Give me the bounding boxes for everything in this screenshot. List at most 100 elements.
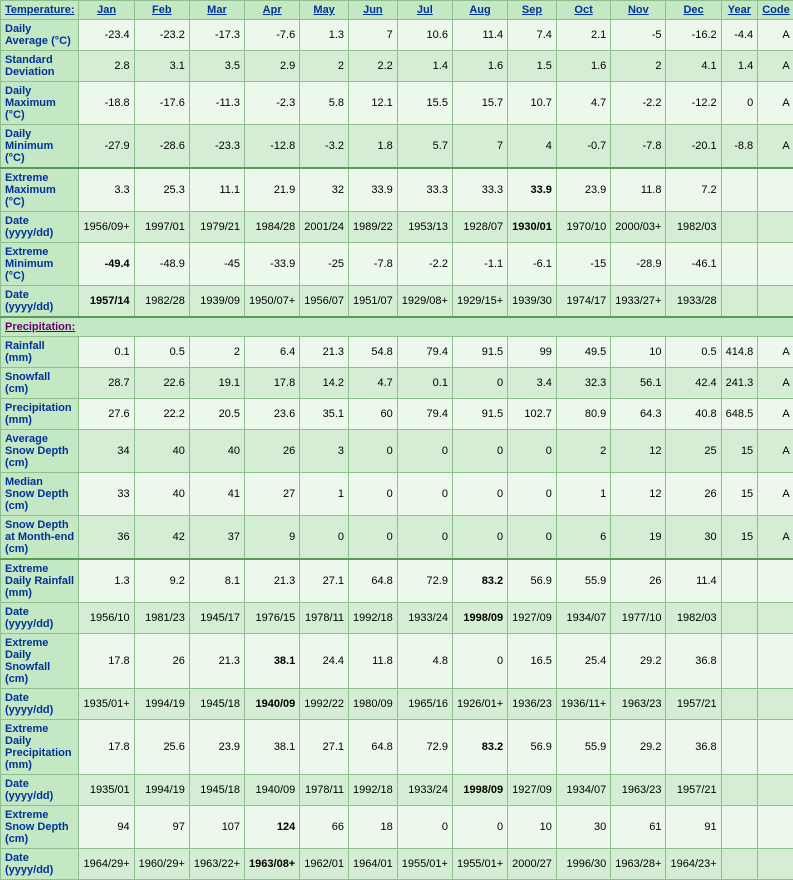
value-cell: 10	[508, 806, 557, 849]
value-cell: 55.9	[556, 559, 610, 603]
value-cell: 1.4	[721, 51, 758, 82]
value-cell: 3.3	[79, 168, 134, 212]
value-cell: 38.1	[245, 720, 300, 775]
value-cell: 56.1	[611, 368, 666, 399]
row-label-cell: Snow Depth at Month-end (cm)	[1, 516, 79, 560]
value-cell: 9.2	[134, 559, 189, 603]
value-cell	[721, 720, 758, 775]
col-header-feb[interactable]: Feb	[134, 1, 189, 20]
value-cell: 1936/11+	[556, 689, 610, 720]
col-header-dec[interactable]: Dec	[666, 1, 721, 20]
value-cell: 0	[397, 430, 452, 473]
col-header-code[interactable]: Code	[758, 1, 793, 20]
value-cell: 34	[79, 430, 134, 473]
value-cell	[758, 849, 793, 880]
value-cell: 0	[452, 473, 507, 516]
value-cell: 19	[611, 516, 666, 560]
value-cell: 0	[452, 634, 507, 689]
value-cell: 1945/18	[189, 689, 244, 720]
value-cell: -12.2	[666, 82, 721, 125]
col-header-sep[interactable]: Sep	[508, 1, 557, 20]
col-header-may[interactable]: May	[300, 1, 349, 20]
value-cell: 0	[397, 473, 452, 516]
value-cell: 0	[452, 516, 507, 560]
value-cell: 1945/17	[189, 603, 244, 634]
col-header-link[interactable]: Feb	[152, 4, 172, 16]
col-header-link[interactable]: Jan	[97, 4, 116, 16]
value-cell: 26	[611, 559, 666, 603]
value-cell: 99	[508, 337, 557, 368]
value-cell: 1929/15+	[452, 286, 507, 318]
data-row: Date (yyyy/dd)1935/01+1994/191945/181940…	[1, 689, 793, 720]
value-cell: 1980/09	[349, 689, 398, 720]
value-cell: 2	[556, 430, 610, 473]
value-cell: 19.1	[189, 368, 244, 399]
value-cell: 1.4	[397, 51, 452, 82]
value-cell: 1965/16	[397, 689, 452, 720]
col-header-apr[interactable]: Apr	[245, 1, 300, 20]
value-cell: -25	[300, 243, 349, 286]
value-cell: -20.1	[666, 125, 721, 169]
row-label-cell: Standard Deviation	[1, 51, 79, 82]
temperature-section-link[interactable]: Temperature:	[5, 4, 74, 16]
col-header-link[interactable]: Jul	[417, 4, 433, 16]
value-cell: 7	[349, 20, 398, 51]
col-header-link[interactable]: Dec	[683, 4, 703, 16]
value-cell: 0	[452, 368, 507, 399]
value-cell: 1998/09	[452, 775, 507, 806]
value-cell: 0	[349, 516, 398, 560]
col-header-jul[interactable]: Jul	[397, 1, 452, 20]
col-header-link[interactable]: Sep	[522, 4, 542, 16]
row-label-cell: Date (yyyy/dd)	[1, 603, 79, 634]
value-cell: 30	[666, 516, 721, 560]
col-header-link[interactable]: Aug	[469, 4, 490, 16]
col-header-link[interactable]: Jun	[363, 4, 383, 16]
col-header-link[interactable]: Apr	[263, 4, 282, 16]
col-header-link[interactable]: Year	[728, 4, 751, 16]
col-header-link[interactable]: Mar	[207, 4, 227, 16]
value-cell: 1956/07	[300, 286, 349, 318]
value-cell: 2000/03+	[611, 212, 666, 243]
value-cell: 26	[134, 634, 189, 689]
value-cell: -11.3	[189, 82, 244, 125]
value-cell: 80.9	[556, 399, 610, 430]
value-cell: 11.4	[666, 559, 721, 603]
col-header-jan[interactable]: Jan	[79, 1, 134, 20]
value-cell: A	[758, 20, 793, 51]
value-cell: 3.5	[189, 51, 244, 82]
value-cell: -2.2	[611, 82, 666, 125]
col-header-link[interactable]: May	[313, 4, 334, 16]
value-cell: 72.9	[397, 559, 452, 603]
col-header-year[interactable]: Year	[721, 1, 758, 20]
data-row: Daily Maximum (°C)-18.8-17.6-11.3-2.35.8…	[1, 82, 793, 125]
row-label-cell: Date (yyyy/dd)	[1, 286, 79, 318]
value-cell: 1928/07	[452, 212, 507, 243]
value-cell: 1933/27+	[611, 286, 666, 318]
col-header-link[interactable]: Oct	[574, 4, 592, 16]
data-row: Date (yyyy/dd)1964/29+1960/29+1963/22+19…	[1, 849, 793, 880]
col-header-link[interactable]: Code	[762, 4, 790, 16]
col-header-aug[interactable]: Aug	[452, 1, 507, 20]
col-header-link[interactable]: Nov	[628, 4, 649, 16]
value-cell: 1989/22	[349, 212, 398, 243]
col-header-jun[interactable]: Jun	[349, 1, 398, 20]
value-cell: 1982/03	[666, 212, 721, 243]
value-cell: 25.3	[134, 168, 189, 212]
value-cell: 1994/19	[134, 775, 189, 806]
climate-data-table: Temperature: Jan Feb Mar Apr May Jun Jul Aug Sep O…	[0, 0, 793, 880]
value-cell: -48.9	[134, 243, 189, 286]
col-header-oct[interactable]: Oct	[556, 1, 610, 20]
data-row: Extreme Daily Rainfall (mm)1.39.28.121.3…	[1, 559, 793, 603]
value-cell: 26	[666, 473, 721, 516]
value-cell: 21.3	[189, 634, 244, 689]
col-header-mar[interactable]: Mar	[189, 1, 244, 20]
section-link[interactable]: Precipitation:	[5, 321, 75, 333]
value-cell: -49.4	[79, 243, 134, 286]
value-cell: 1	[300, 473, 349, 516]
value-cell: 10.7	[508, 82, 557, 125]
col-header-nov[interactable]: Nov	[611, 1, 666, 20]
value-cell: 29.2	[611, 720, 666, 775]
value-cell: 1939/09	[189, 286, 244, 318]
value-cell: 1934/07	[556, 775, 610, 806]
value-cell: 40	[134, 430, 189, 473]
